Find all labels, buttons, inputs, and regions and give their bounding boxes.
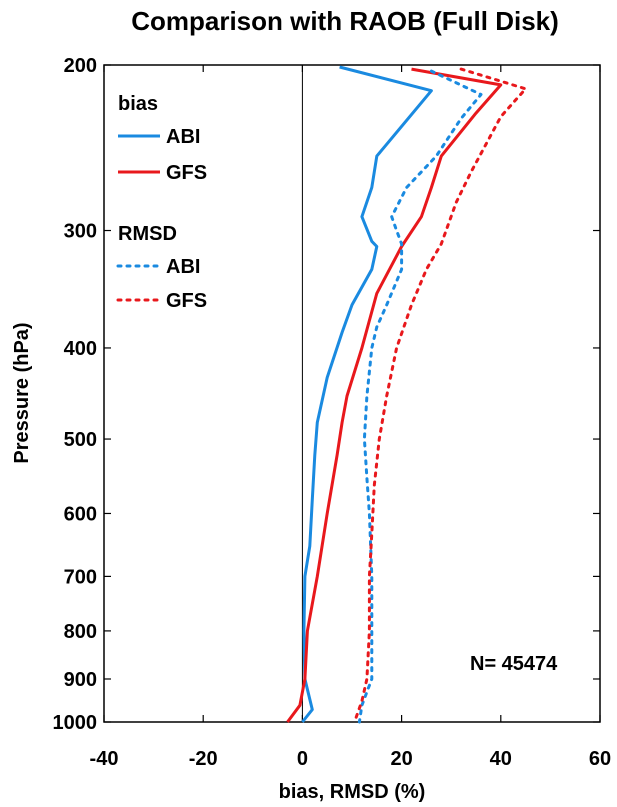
y-tick-label: 800 (64, 621, 97, 643)
y-tick-label: 200 (64, 55, 97, 77)
y-tick-label: 900 (64, 669, 97, 691)
legend: bias ABI GFS RMSD ABI GFS (116, 93, 207, 312)
x-tick-label: 60 (589, 748, 611, 770)
legend-label-rmsd-abi: ABI (166, 256, 200, 278)
plot-frame (103, 64, 601, 723)
legend-label-bias-gfs: GFS (166, 162, 207, 184)
x-tick-label: 20 (390, 748, 412, 770)
x-axis-ticks: -40 -20 0 20 40 60 (90, 65, 611, 770)
y-axis-ticks: 200 300 400 500 600 700 800 900 1000 (53, 55, 600, 734)
chart-title: Comparison with RAOB (Full Disk) (131, 6, 559, 36)
y-tick-label: 300 (64, 221, 97, 243)
x-tick-label: 0 (297, 748, 308, 770)
legend-heading-bias: bias (118, 93, 158, 115)
series-bias-abi (301, 65, 433, 723)
y-tick-label: 400 (64, 338, 97, 360)
sample-count-annotation: N= 45474 (470, 653, 558, 675)
series-rmsd-abi (357, 69, 483, 724)
x-tick-label: -40 (90, 748, 119, 770)
series-rmsd-gfs (353, 67, 528, 724)
y-axis-label: Pressure (hPa) (11, 322, 33, 463)
legend-label-bias-abi: ABI (166, 126, 200, 148)
x-axis-label: bias, RMSD (%) (279, 781, 426, 803)
legend-label-rmsd-gfs: GFS (166, 290, 207, 312)
y-tick-label: 500 (64, 429, 97, 451)
x-tick-label: -20 (189, 748, 218, 770)
series-bias-gfs (286, 67, 503, 723)
legend-heading-rmsd: RMSD (118, 223, 177, 245)
y-tick-label: 600 (64, 503, 97, 525)
y-tick-label: 1000 (53, 712, 98, 734)
x-tick-label: 40 (490, 748, 512, 770)
y-tick-label: 700 (64, 566, 97, 588)
series-lines (286, 65, 528, 724)
